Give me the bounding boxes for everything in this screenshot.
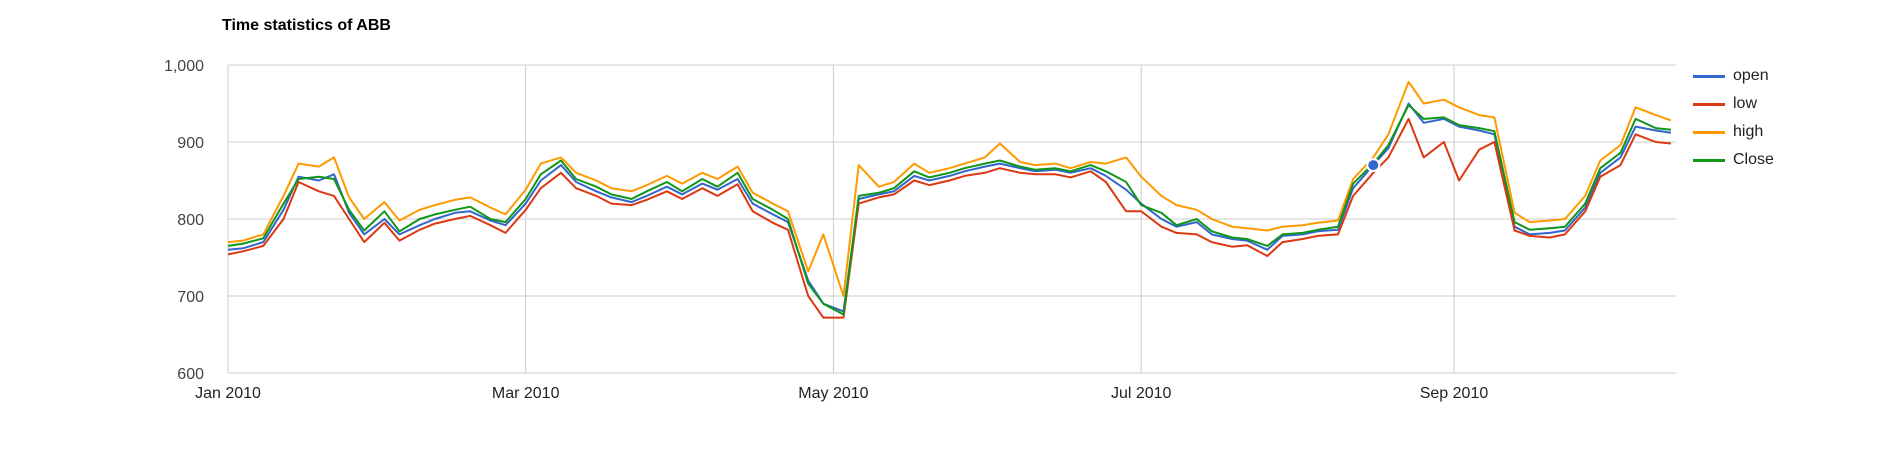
legend-item-high[interactable]: high	[1693, 118, 1774, 146]
x-tick-label: Jul 2010	[1111, 385, 1172, 402]
legend-swatch	[1693, 130, 1725, 134]
hover-point[interactable]	[1366, 158, 1381, 173]
chart-title: Time statistics of ABB	[222, 17, 391, 34]
legend-swatch	[1693, 158, 1725, 162]
series-lines	[227, 80, 1672, 319]
series-line-low[interactable]	[227, 117, 1672, 319]
legend-item-low[interactable]: low	[1693, 90, 1774, 118]
hover-marker	[1366, 158, 1381, 173]
x-tick-label: Sep 2010	[1420, 385, 1489, 402]
series-line-close[interactable]	[227, 104, 1672, 316]
series-line-open[interactable]	[227, 102, 1672, 313]
legend-label: Close	[1733, 151, 1774, 168]
y-axis: 600 700 800 900 1,000	[164, 58, 204, 383]
grid	[227, 64, 1676, 374]
y-tick-label: 600	[177, 366, 204, 383]
legend-label: high	[1733, 123, 1764, 140]
y-tick-label: 1,000	[164, 58, 204, 75]
legend-label: low	[1733, 95, 1758, 112]
legend-item-open[interactable]: open	[1693, 62, 1774, 90]
series-line-high[interactable]	[227, 80, 1672, 297]
x-axis: Jan 2010 Mar 2010 May 2010 Jul 2010 Sep 2010	[195, 385, 1488, 402]
legend-swatch	[1693, 74, 1725, 78]
legend-label: open	[1733, 67, 1769, 84]
x-tick-label: Jan 2010	[195, 385, 261, 402]
legend-swatch	[1693, 102, 1725, 106]
y-tick-label: 800	[177, 212, 204, 229]
legend-item-close[interactable]: Close	[1693, 146, 1774, 174]
x-tick-label: Mar 2010	[492, 385, 560, 402]
y-tick-label: 900	[177, 135, 204, 152]
x-tick-label: May 2010	[798, 385, 868, 402]
y-tick-label: 700	[177, 289, 204, 306]
legend: open low high Close	[1693, 62, 1774, 174]
